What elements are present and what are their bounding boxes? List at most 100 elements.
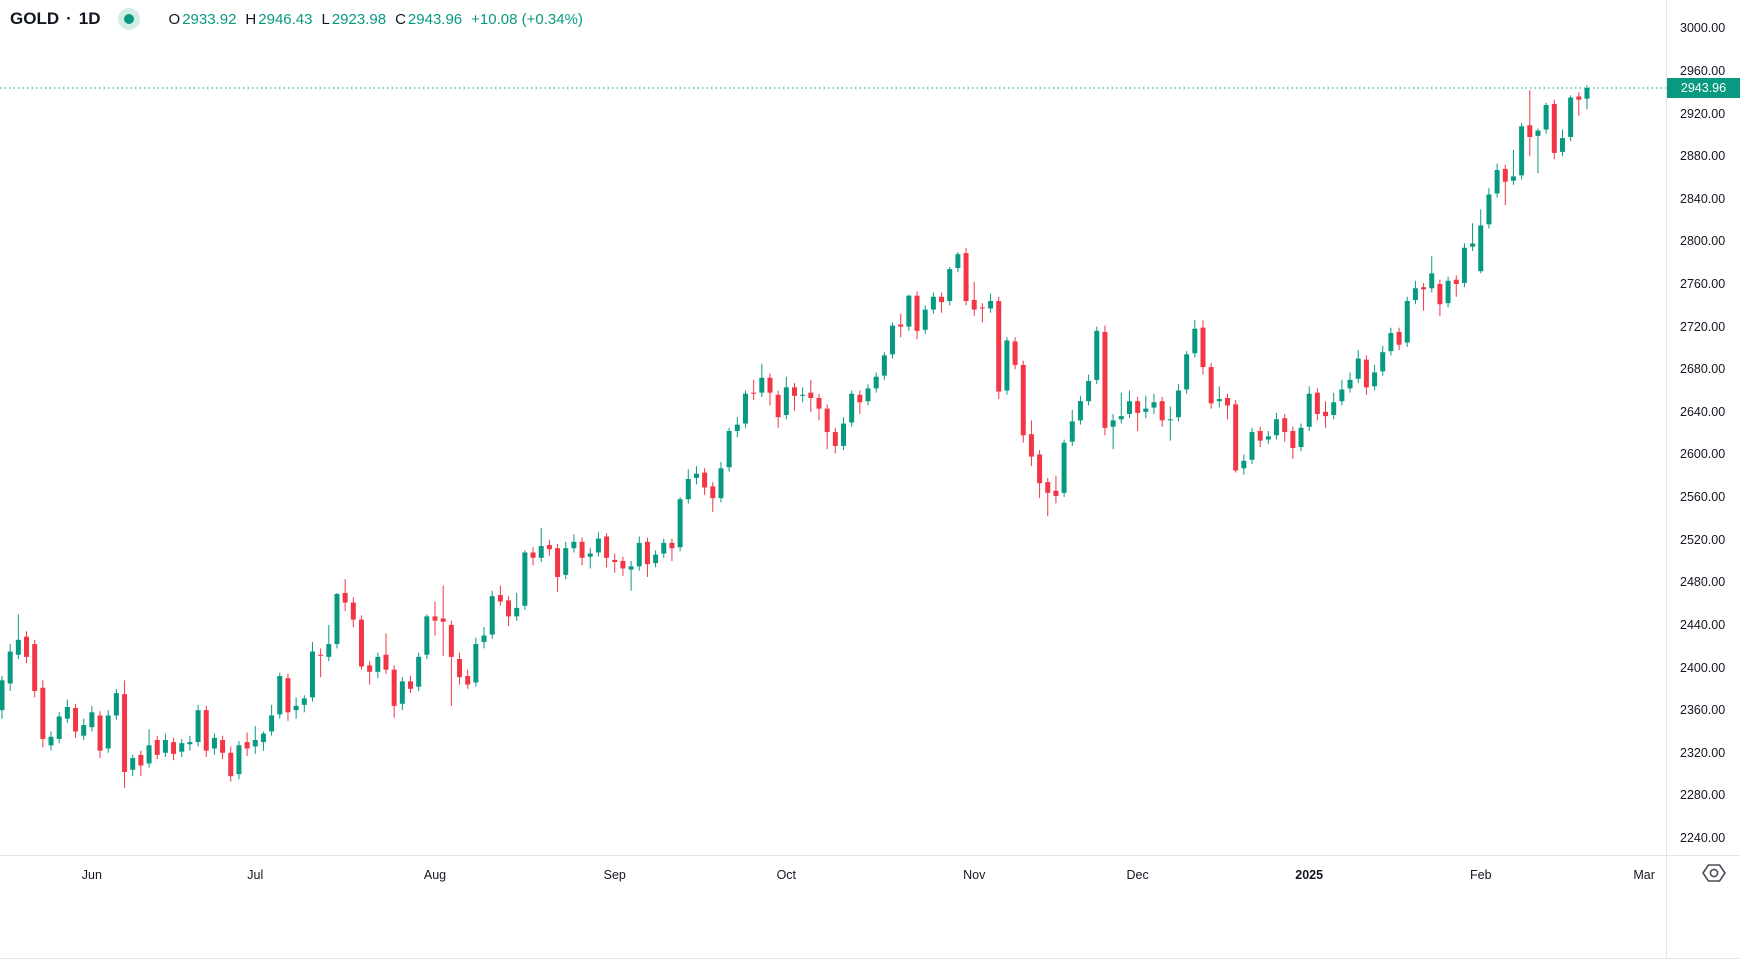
candle-body-up	[1331, 402, 1337, 416]
price-axis-label: 2360.00	[1680, 703, 1726, 718]
candle-body-up	[113, 693, 119, 716]
candle	[391, 665, 397, 718]
candle-body-up	[1151, 402, 1157, 408]
candle	[203, 705, 209, 758]
candle-body-up	[1429, 273, 1435, 289]
candle	[710, 482, 716, 512]
candle-body-up	[693, 473, 699, 478]
price-axis-label: 2880.00	[1680, 149, 1726, 164]
candle-body-down	[808, 392, 814, 398]
candle	[1445, 276, 1451, 308]
candle-body-up	[865, 388, 871, 402]
candle	[489, 590, 495, 639]
candle	[1323, 401, 1329, 428]
candle	[816, 393, 822, 421]
candle	[693, 466, 699, 485]
candle-body-down	[996, 301, 1002, 392]
candle	[726, 427, 732, 472]
candle	[113, 688, 119, 720]
candle	[644, 537, 650, 577]
candle	[309, 641, 315, 702]
price-axis-label: 2840.00	[1680, 191, 1726, 206]
candle-body-up	[1298, 427, 1304, 447]
candle	[718, 461, 724, 503]
candle-body-up	[179, 743, 185, 752]
candle-body-up	[1306, 393, 1312, 427]
candle	[791, 383, 797, 411]
candle-body-down	[32, 644, 38, 691]
candle-body-up	[1510, 176, 1516, 181]
candle	[1094, 326, 1100, 385]
candle-body-up	[841, 423, 847, 446]
candle	[367, 661, 373, 685]
candle	[187, 735, 193, 751]
candle	[1200, 320, 1206, 375]
candle	[105, 710, 111, 753]
candle	[1396, 327, 1402, 351]
candle-body-down	[440, 618, 446, 622]
candle-body-down	[1314, 392, 1320, 414]
candle	[1576, 92, 1582, 116]
candle-body-up	[146, 745, 152, 764]
candle-body-up	[277, 676, 283, 715]
candle-body-down	[832, 432, 838, 446]
candle-body-down	[1502, 168, 1508, 182]
candle-body-up	[252, 739, 258, 747]
candle	[260, 731, 266, 751]
axis-settings-button[interactable]	[1700, 861, 1727, 884]
candle	[1453, 275, 1459, 297]
price-axis[interactable]	[1667, 0, 1740, 855]
candle-body-down	[220, 739, 226, 753]
candle-body-up	[1445, 280, 1451, 304]
candle	[440, 585, 446, 656]
candle-body-down	[40, 687, 46, 739]
candle-body-down	[1453, 279, 1459, 284]
symbol-title[interactable]: GOLD · 1D	[10, 9, 101, 29]
candle	[277, 672, 283, 719]
price-axis-label: 2480.00	[1680, 575, 1726, 590]
price-axis-label: 2440.00	[1680, 617, 1726, 632]
market-status-dot-icon[interactable]	[117, 8, 140, 30]
candle-body-down	[669, 542, 675, 549]
candle-body-down	[1233, 404, 1239, 471]
candle-body-down	[1020, 364, 1026, 436]
candle	[228, 746, 234, 782]
price-axis-label: 2520.00	[1680, 532, 1726, 547]
hexagon-settings-icon	[1701, 863, 1726, 882]
candle-body-down	[1437, 283, 1443, 305]
candle	[465, 669, 471, 689]
candle	[587, 548, 593, 569]
candle-body-up	[718, 468, 724, 499]
candle-body-up	[187, 742, 193, 745]
candle	[595, 532, 601, 557]
candle	[898, 313, 904, 338]
candle-body-up	[922, 309, 928, 330]
candle	[767, 373, 773, 406]
candle-body-up	[538, 546, 544, 558]
candle	[800, 387, 806, 403]
candle	[1429, 256, 1435, 293]
candle	[571, 534, 577, 553]
candle	[81, 718, 87, 740]
candle-body-up	[269, 715, 275, 732]
candle	[1535, 128, 1541, 174]
candle-body-down	[506, 600, 512, 617]
candle-body-up	[1461, 247, 1467, 283]
candle-body-down	[1363, 359, 1369, 388]
candle-body-up	[1086, 380, 1092, 402]
candle	[1380, 345, 1386, 376]
candle-body-up	[988, 301, 994, 309]
candle-body-up	[1519, 126, 1525, 176]
candle-body-down	[751, 392, 757, 394]
candle-body-up	[1241, 460, 1247, 469]
candle-body-up	[849, 393, 855, 423]
candle	[285, 673, 291, 721]
candle	[1372, 364, 1378, 391]
candle	[408, 676, 413, 694]
price-axis-label: 2600.00	[1680, 447, 1726, 462]
time-axis-label-feb: Feb	[1469, 868, 1492, 882]
candle-body-down	[791, 387, 797, 396]
candle-body-up	[906, 295, 912, 327]
candle-body-up	[1216, 399, 1222, 402]
